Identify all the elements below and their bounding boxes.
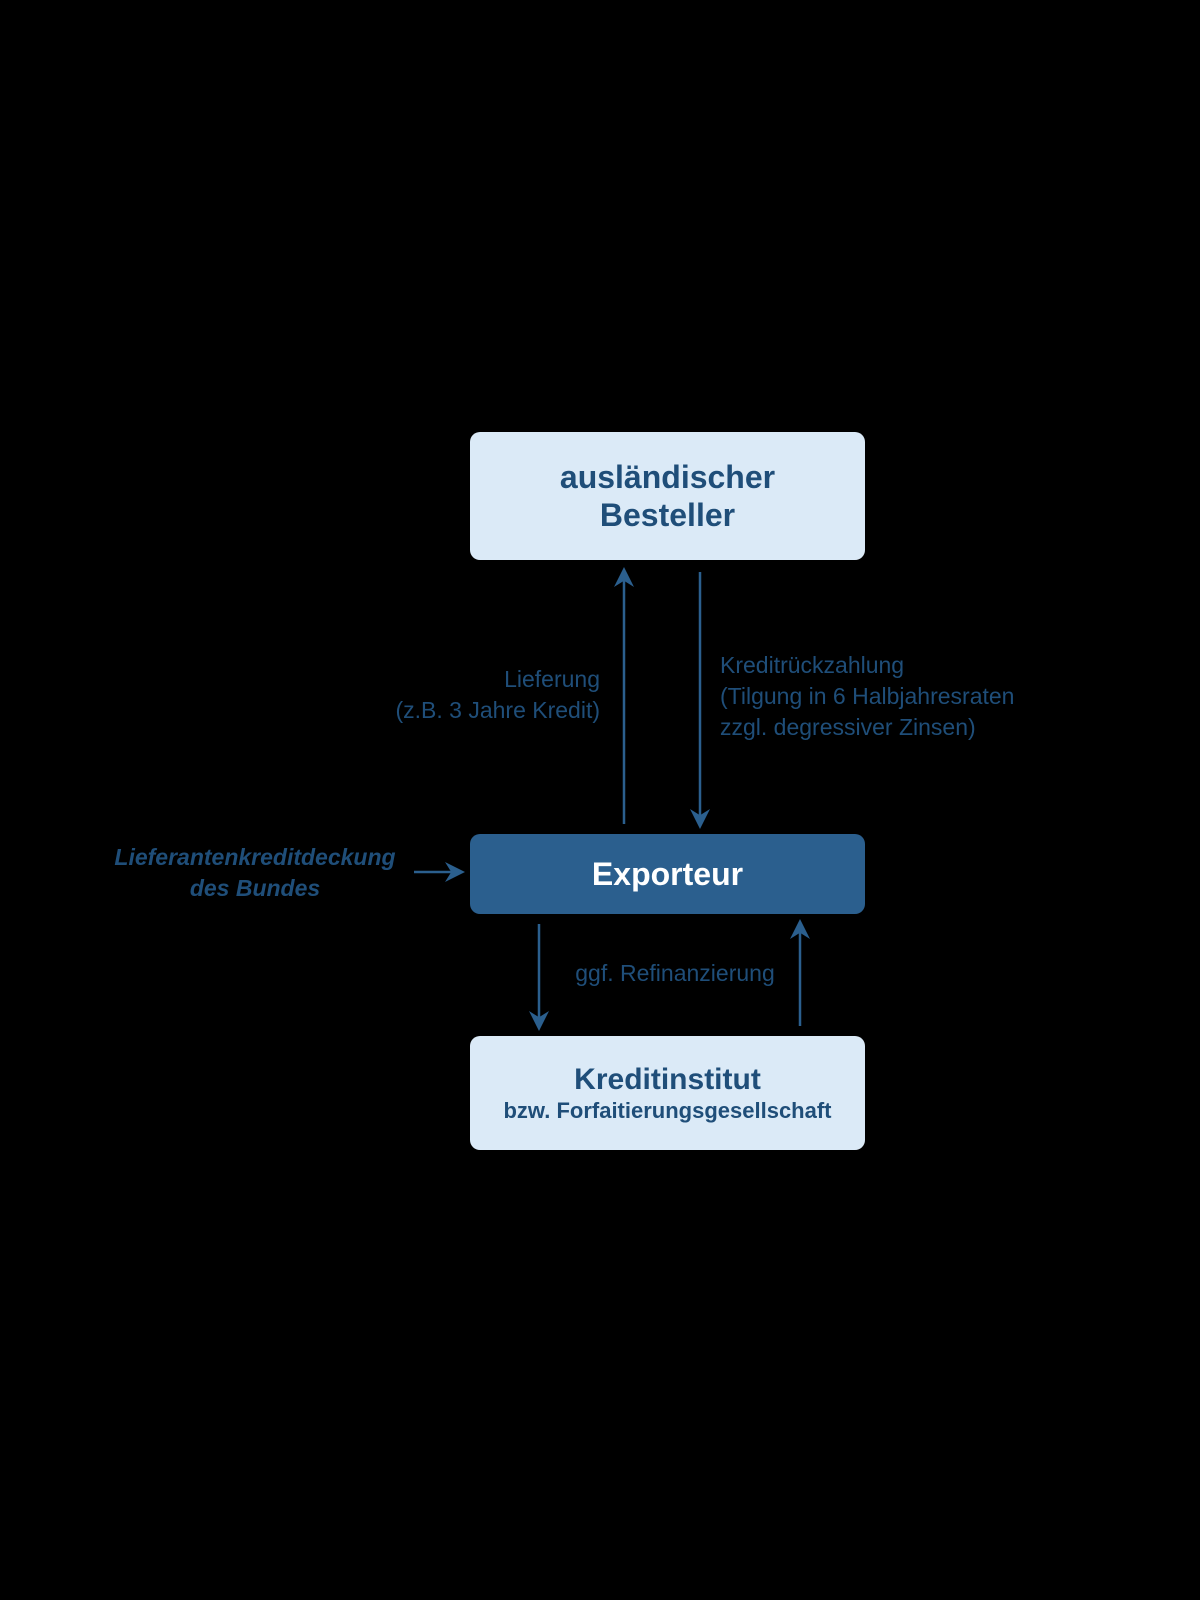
node-besteller: ausländischer Besteller [470, 432, 865, 560]
node-kreditinstitut-subtitle: bzw. Forfaitierungsgesellschaft [503, 1098, 831, 1123]
node-exporteur: Exporteur [470, 834, 865, 914]
diagram-canvas: ausländischer Besteller Exporteur Kredit… [0, 0, 1200, 1600]
label-lieferung-line2: (z.B. 3 Jahre Kredit) [395, 697, 600, 723]
label-rueckzahlung-line2: (Tilgung in 6 Halbjahresraten [720, 683, 1014, 709]
label-lieferung-line1: Lieferung [504, 666, 600, 692]
label-deckung-line2: des Bundes [190, 875, 320, 901]
label-deckung: Lieferantenkreditdeckung des Bundes [105, 842, 405, 904]
label-rueckzahlung-line3: zzgl. degressiver Zinsen) [720, 714, 976, 740]
node-kreditinstitut: Kreditinstitut bzw. Forfaitierungsgesell… [470, 1036, 865, 1150]
label-refinanzierung-line1: ggf. Refinanzierung [575, 960, 774, 986]
node-exporteur-title: Exporteur [592, 856, 743, 892]
arrows-layer [0, 0, 1200, 1600]
node-kreditinstitut-title: Kreditinstitut [574, 1063, 761, 1096]
node-besteller-line1: ausländischer [560, 459, 775, 495]
node-besteller-line2: Besteller [600, 497, 735, 533]
label-lieferung: Lieferung (z.B. 3 Jahre Kredit) [340, 664, 600, 726]
label-refinanzierung: ggf. Refinanzierung [560, 958, 790, 989]
label-deckung-line1: Lieferantenkreditdeckung [114, 844, 395, 870]
label-rueckzahlung: Kreditrückzahlung (Tilgung in 6 Halbjahr… [720, 650, 1100, 743]
label-rueckzahlung-line1: Kreditrückzahlung [720, 652, 904, 678]
